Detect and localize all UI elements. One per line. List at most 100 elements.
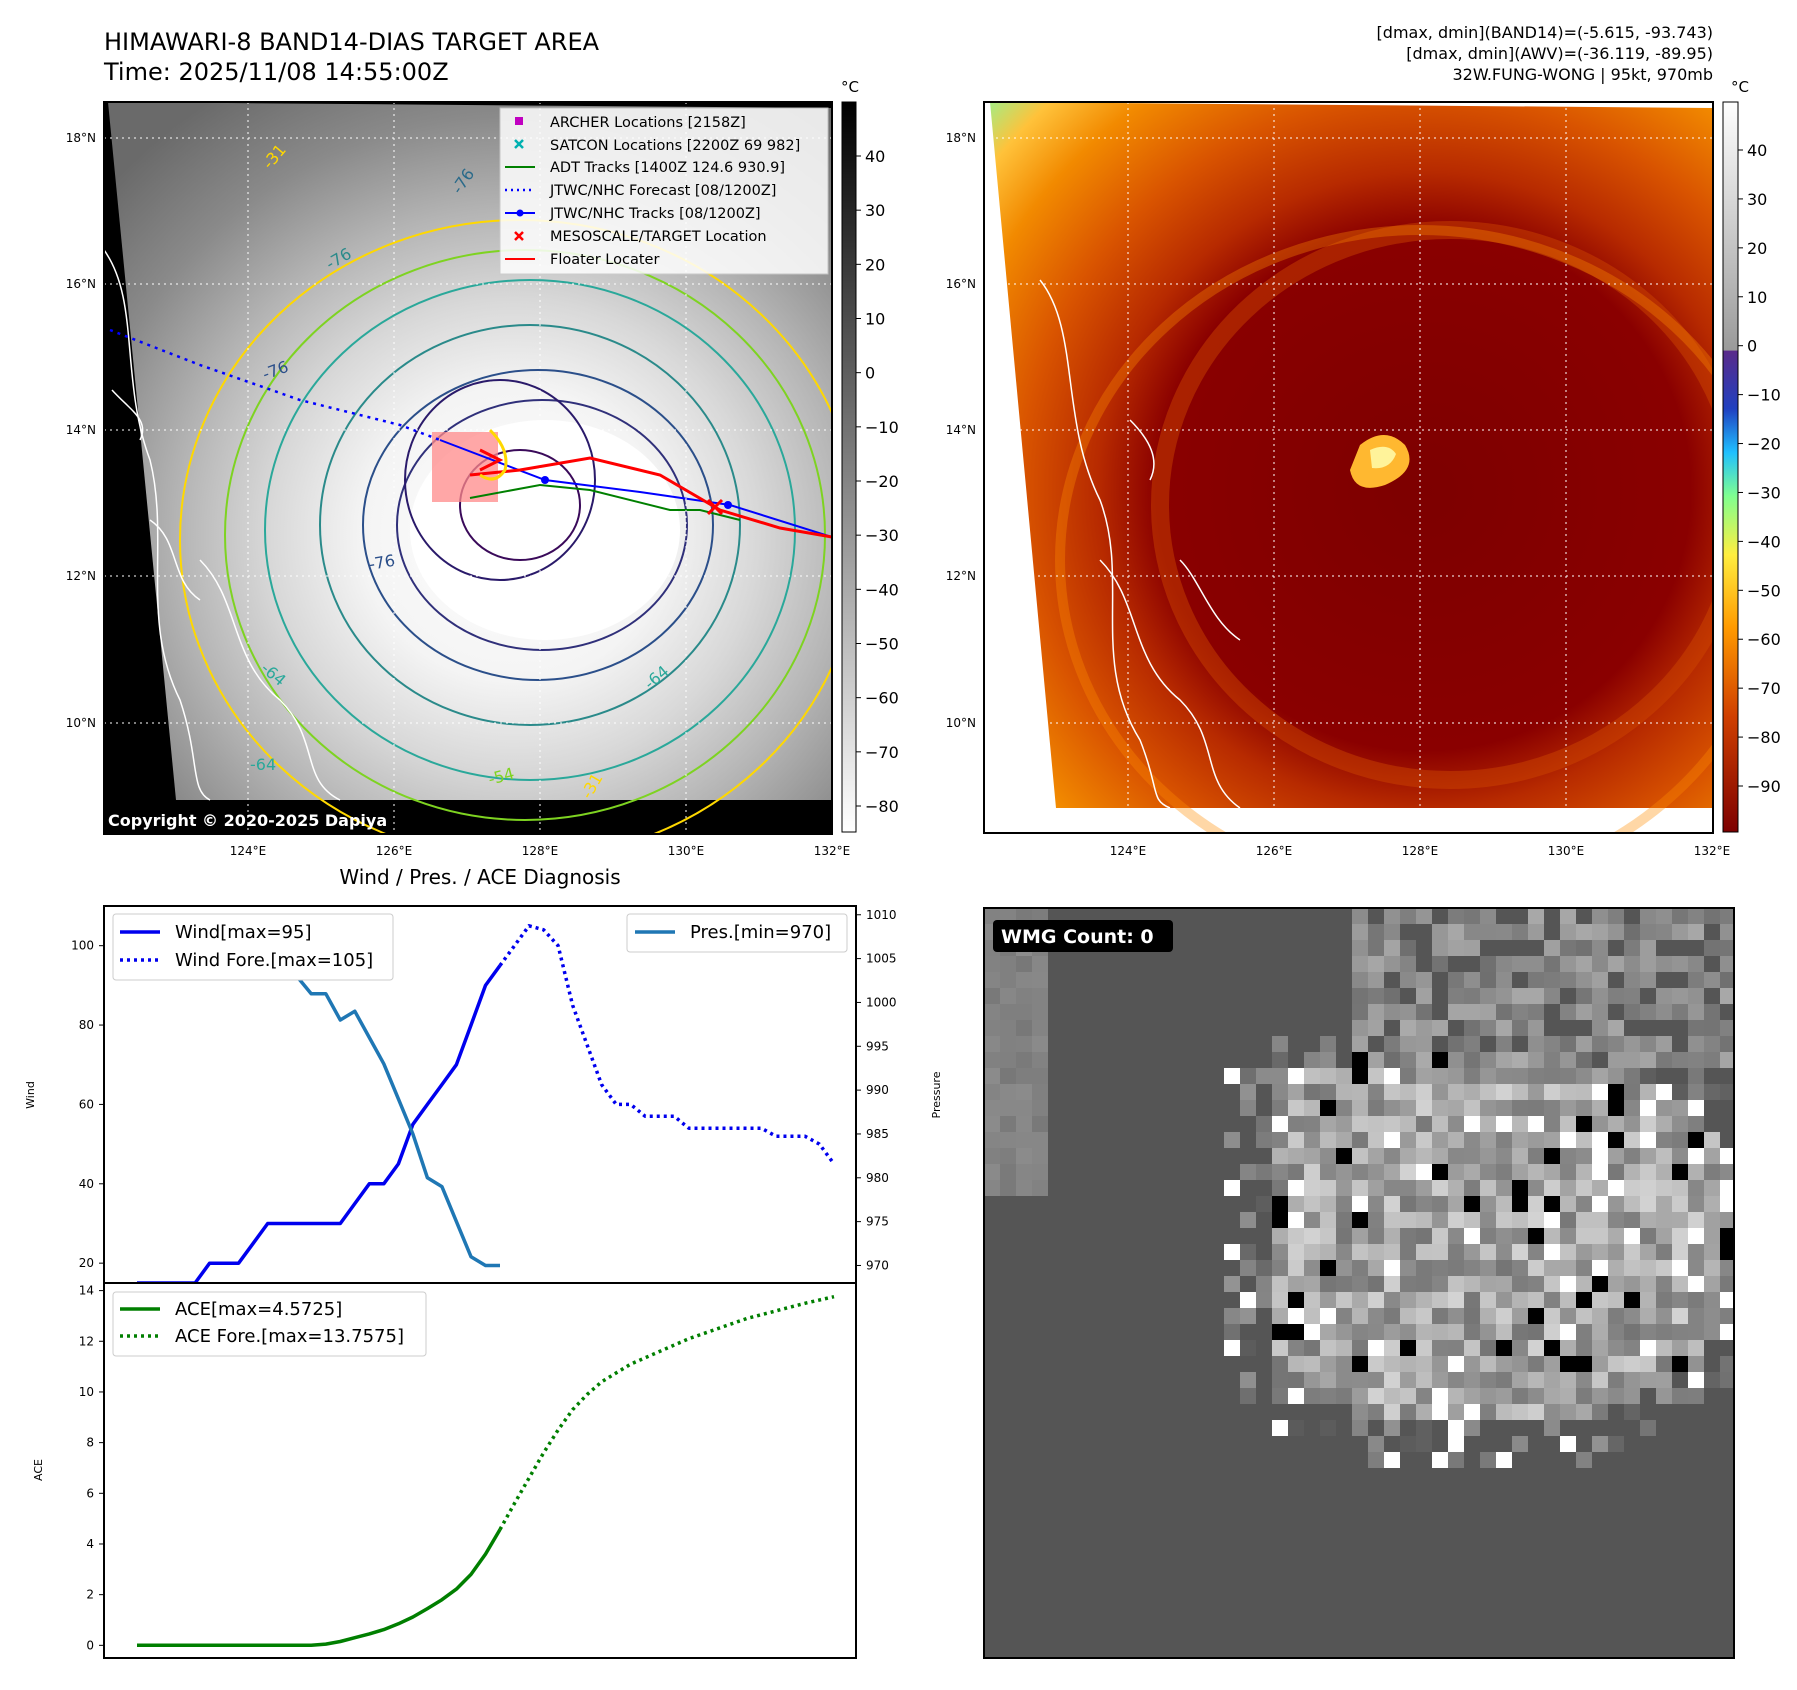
svg-text:Floater Locater: Floater Locater bbox=[550, 252, 659, 268]
figure-time: Time: 2025/11/08 14:55:00Z bbox=[103, 58, 449, 86]
ace-chart: 14 12 10 8 6 4 2 0 ACE ACE[max=4.5725] ACE Fore… bbox=[32, 1282, 857, 1659]
lat-label-12: 12°N bbox=[66, 569, 96, 583]
color-cb-tick-label: 0 bbox=[1747, 337, 1757, 356]
color-cb-tick-label: 30 bbox=[1747, 190, 1767, 209]
legend-item-jtwc-forecast: JTWC/NHC Forecast [08/1200Z] bbox=[505, 183, 776, 199]
color-cb-tick-label: 10 bbox=[1747, 288, 1767, 307]
jtwc-forecast-track bbox=[109, 328, 441, 442]
ace-y-tick-label: 4 bbox=[86, 1537, 94, 1551]
wind-axis-label: Wind bbox=[24, 1081, 37, 1109]
gray-colorbar-unit: °C bbox=[841, 78, 859, 96]
pres-legend: Pres.[min=970] bbox=[626, 913, 848, 953]
lon-label-124: 124°E bbox=[230, 844, 267, 858]
gray-cb-tick-label: −70 bbox=[865, 743, 899, 762]
wind-y-tick-label: 100 bbox=[71, 939, 94, 953]
wind-y-tick-label: 40 bbox=[79, 1177, 94, 1191]
lon-label-132-b: 132°E bbox=[1694, 844, 1731, 858]
legend-ace: ACE[max=4.5725] bbox=[175, 1299, 342, 1320]
pres-y-tick-label: 975 bbox=[866, 1215, 889, 1229]
legend-item-floater: Floater Locater bbox=[505, 252, 659, 268]
pres-y-tick-label: 970 bbox=[866, 1258, 889, 1272]
map-legend: ARCHER Locations [2158Z] SATCON Location… bbox=[499, 107, 829, 275]
color-cb-tick-label: −90 bbox=[1747, 777, 1781, 796]
svg-text:JTWC/NHC Tracks [08/1200Z]: JTWC/NHC Tracks [08/1200Z] bbox=[549, 206, 761, 222]
ace-y-tick-label: 0 bbox=[86, 1638, 94, 1652]
ace-series-line bbox=[137, 1528, 502, 1648]
gray-cb-tick-label: −60 bbox=[865, 689, 899, 708]
color-map-frame bbox=[983, 101, 1714, 834]
color-cb-tick-label: −20 bbox=[1747, 435, 1781, 454]
wind-y-tick-label: 80 bbox=[79, 1018, 94, 1032]
gray-cb-tick-label: −50 bbox=[865, 635, 899, 654]
legend-wind: Wind[max=95] bbox=[175, 922, 312, 943]
color-ir-map bbox=[984, 102, 1713, 833]
ace-y-tick-label: 14 bbox=[79, 1284, 94, 1298]
color-map-axis-labels: 18°N 16°N 14°N 12°N 10°N 124°E 126°E 128… bbox=[946, 131, 1731, 858]
wmg-panel: WMG Count: 0 bbox=[983, 907, 1735, 1659]
gray-cb-tick-label: 0 bbox=[865, 364, 875, 383]
color-colorbar-unit: °C bbox=[1731, 78, 1749, 96]
info-band14: [dmax, dmin](BAND14)=(-5.615, -93.743) bbox=[1377, 23, 1713, 42]
color-cb-tick-label: 20 bbox=[1747, 239, 1767, 258]
ace-axis-label: ACE bbox=[32, 1459, 45, 1481]
lat-label-10: 10°N bbox=[66, 716, 96, 730]
ace-y-tick-label: 8 bbox=[86, 1436, 94, 1450]
gray-map-axis-labels: 18°N 16°N 14°N 12°N 10°N 124°E 126°E 128… bbox=[66, 131, 851, 858]
gray-cb-tick-label: 20 bbox=[865, 255, 885, 274]
gray-colorbar: °C 40 30 20 10 0 −10 −20 −30 −40 −50 −60 −70 −80 bbox=[841, 78, 899, 833]
wmg-count-label: WMG Count: 0 bbox=[1001, 926, 1154, 948]
gray-cb-tick-label: 40 bbox=[865, 147, 885, 166]
ace-y-tick-label: 6 bbox=[86, 1486, 94, 1500]
pres-y-tick-label: 980 bbox=[866, 1171, 889, 1185]
figure-title: HIMAWARI-8 BAND14-DIAS TARGET AREA bbox=[104, 28, 600, 56]
legend-ace-forecast: ACE Fore.[max=13.7575] bbox=[175, 1326, 404, 1347]
svg-text:MESOSCALE/TARGET Location: MESOSCALE/TARGET Location bbox=[550, 229, 767, 245]
color-cb-tick-label: −70 bbox=[1747, 679, 1781, 698]
contour-label-7: -64 bbox=[250, 755, 276, 774]
pres-y-tick-label: 1005 bbox=[866, 952, 897, 966]
color-cb-tick-label: −10 bbox=[1747, 386, 1781, 405]
ace-y-tick-label: 10 bbox=[79, 1385, 94, 1399]
wind-y-tick-label: 60 bbox=[79, 1097, 94, 1111]
color-cb-tick-label: −30 bbox=[1747, 483, 1781, 502]
lat-label-14: 14°N bbox=[66, 423, 96, 437]
pres-y-tick-label: 985 bbox=[866, 1127, 889, 1141]
pres-y-tick-label: 995 bbox=[866, 1039, 889, 1053]
gray-cb-tick-label: −10 bbox=[865, 418, 899, 437]
pressure-axis-label: Pressure bbox=[930, 1071, 943, 1118]
lat-label-18-b: 18°N bbox=[946, 131, 976, 145]
legend-item-satcon: SATCON Locations [2200Z 69 982] bbox=[514, 138, 800, 154]
lat-label-12-b: 12°N bbox=[946, 569, 976, 583]
lon-label-130: 130°E bbox=[668, 844, 705, 858]
svg-text:SATCON Locations [2200Z 69 982: SATCON Locations [2200Z 69 982] bbox=[550, 138, 800, 154]
svg-text:ADT Tracks [1400Z 124.6 930.9]: ADT Tracks [1400Z 124.6 930.9] bbox=[550, 160, 785, 176]
lat-label-16-b: 16°N bbox=[946, 277, 976, 291]
info-storm: 32W.FUNG-WONG | 95kt, 970mb bbox=[1452, 65, 1713, 84]
lon-label-128-b: 128°E bbox=[1402, 844, 1439, 858]
pres-y-tick-label: 1000 bbox=[866, 995, 897, 1009]
ace-y-tick-label: 2 bbox=[86, 1588, 94, 1602]
color-cb-tick-label: 40 bbox=[1747, 141, 1767, 160]
lat-label-16: 16°N bbox=[66, 277, 96, 291]
color-cb-tick-label: −50 bbox=[1747, 581, 1781, 600]
gray-cb-tick-label: −20 bbox=[865, 472, 899, 491]
floater-track bbox=[469, 456, 832, 539]
gray-cb-tick-label: 10 bbox=[865, 310, 885, 329]
wind-y-tick-label: 20 bbox=[79, 1256, 94, 1270]
lat-label-14-b: 14°N bbox=[946, 423, 976, 437]
lon-label-128: 128°E bbox=[522, 844, 559, 858]
legend-item-mesoscale: MESOSCALE/TARGET Location bbox=[514, 229, 767, 245]
pres-y-tick-label: 1010 bbox=[866, 908, 897, 922]
info-awv: [dmax, dmin](AWV)=(-36.119, -89.95) bbox=[1406, 44, 1713, 63]
copyright-label: Copyright © 2020-2025 Dapiya bbox=[108, 811, 387, 830]
gray-cb-tick-label: 30 bbox=[865, 201, 885, 220]
contour-label-4: -76 bbox=[367, 551, 396, 574]
ace-forecast-series-line bbox=[498, 1294, 835, 1531]
legend-item-jtwc-tracks: JTWC/NHC Tracks [08/1200Z] bbox=[505, 206, 761, 222]
wind-series-line bbox=[137, 964, 502, 1285]
color-cb-tick-label: −60 bbox=[1747, 630, 1781, 649]
pres-y-tick-label: 990 bbox=[866, 1083, 889, 1097]
wind-legend: Wind[max=95] Wind Fore.[max=105] bbox=[112, 913, 394, 981]
gray-cb-tick-label: −80 bbox=[865, 797, 899, 816]
legend-wind-forecast: Wind Fore.[max=105] bbox=[175, 950, 373, 971]
